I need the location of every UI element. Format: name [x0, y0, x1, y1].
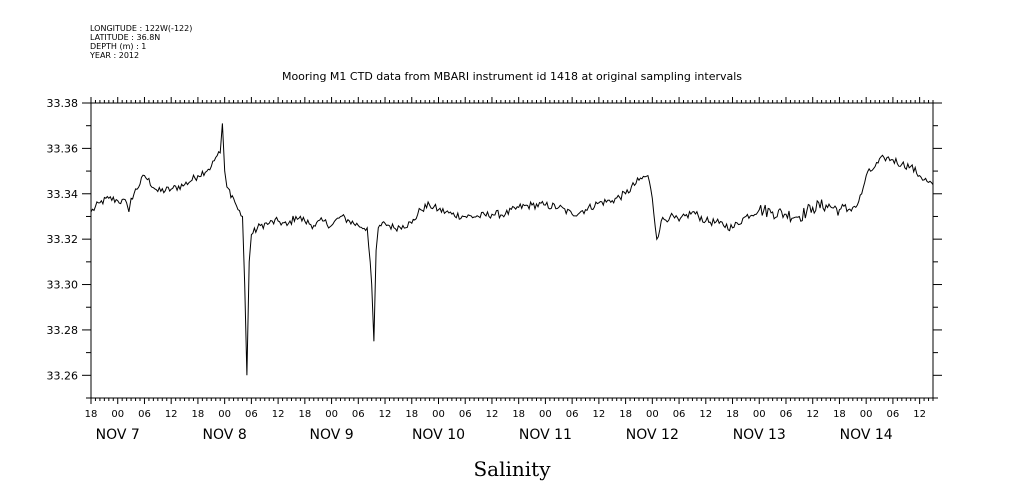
x-hour-label: 00 [325, 409, 338, 420]
x-hour-label: 18 [192, 409, 205, 420]
x-day-label: NOV 7 [96, 427, 140, 443]
x-day-label: NOV 10 [412, 427, 465, 443]
y-tick-label: 33.26 [47, 369, 79, 382]
x-hour-label: 00 [539, 409, 552, 420]
x-hour-label: 00 [860, 409, 873, 420]
x-hour-label: 12 [806, 409, 819, 420]
metadata-block: LONGITUDE : 122W(-122) LATITUDE : 36.8N … [89, 24, 192, 60]
salinity-series-line [90, 123, 934, 376]
x-hour-label: 12 [165, 409, 178, 420]
x-hour-label: 06 [245, 409, 258, 420]
x-hour-label: 06 [566, 409, 579, 420]
x-hour-label: 06 [352, 409, 365, 420]
y-tick-label: 33.38 [47, 97, 79, 110]
x-hour-label: 06 [780, 409, 793, 420]
metadata-line-longitude: LONGITUDE : 122W(-122) [90, 24, 192, 33]
x-hour-label: 12 [272, 409, 285, 420]
series-layer [90, 123, 934, 376]
x-hour-label: 00 [646, 409, 659, 420]
x-day-label: NOV 11 [519, 427, 572, 443]
metadata-line-depth: DEPTH (m) : 1 [90, 42, 146, 51]
x-hour-label: 18 [85, 409, 98, 420]
y-tick-label: 33.34 [47, 188, 79, 201]
x-day-label: NOV 13 [733, 427, 786, 443]
x-hour-label: 00 [218, 409, 231, 420]
x-day-label: NOV 8 [203, 427, 247, 443]
x-day-label: NOV 9 [309, 427, 353, 443]
x-hour-label: 12 [379, 409, 392, 420]
x-hour-label: 06 [459, 409, 472, 420]
x-hour-label: 06 [673, 409, 686, 420]
x-hour-label: 12 [593, 409, 606, 420]
x-day-label: NOV 12 [626, 427, 679, 443]
y-tick-label: 33.32 [47, 233, 79, 246]
metadata-line-latitude: LATITUDE : 36.8N [90, 33, 160, 42]
x-hour-label: 18 [405, 409, 418, 420]
x-day-label: NOV 14 [840, 427, 893, 443]
x-hour-label: 06 [138, 409, 151, 420]
y-tick-label: 33.30 [47, 279, 79, 292]
x-hour-label: 18 [833, 409, 846, 420]
x-hour-label: 12 [486, 409, 499, 420]
x-hour-label: 00 [111, 409, 124, 420]
y-tick-label: 33.28 [47, 324, 79, 337]
metadata-line-year: YEAR : 2012 [89, 51, 139, 60]
x-hour-label: 00 [432, 409, 445, 420]
x-hour-label: 18 [726, 409, 739, 420]
x-hour-label: 18 [512, 409, 525, 420]
y-tick-label: 33.36 [47, 142, 79, 155]
x-axis-label: Salinity [473, 457, 551, 481]
x-hour-label: 00 [753, 409, 766, 420]
x-hour-label: 12 [913, 409, 926, 420]
chart-title: Mooring M1 CTD data from MBARI instrumen… [282, 70, 742, 83]
x-hour-label: 18 [619, 409, 632, 420]
x-hour-label: 18 [298, 409, 311, 420]
x-hour-label: 06 [887, 409, 900, 420]
x-hour-label: 12 [699, 409, 712, 420]
plot-frame [90, 102, 934, 399]
axes-layer: 33.26 33.28 33.30 33.32 33.34 33.36 33.38 18 00 0… [47, 97, 942, 443]
